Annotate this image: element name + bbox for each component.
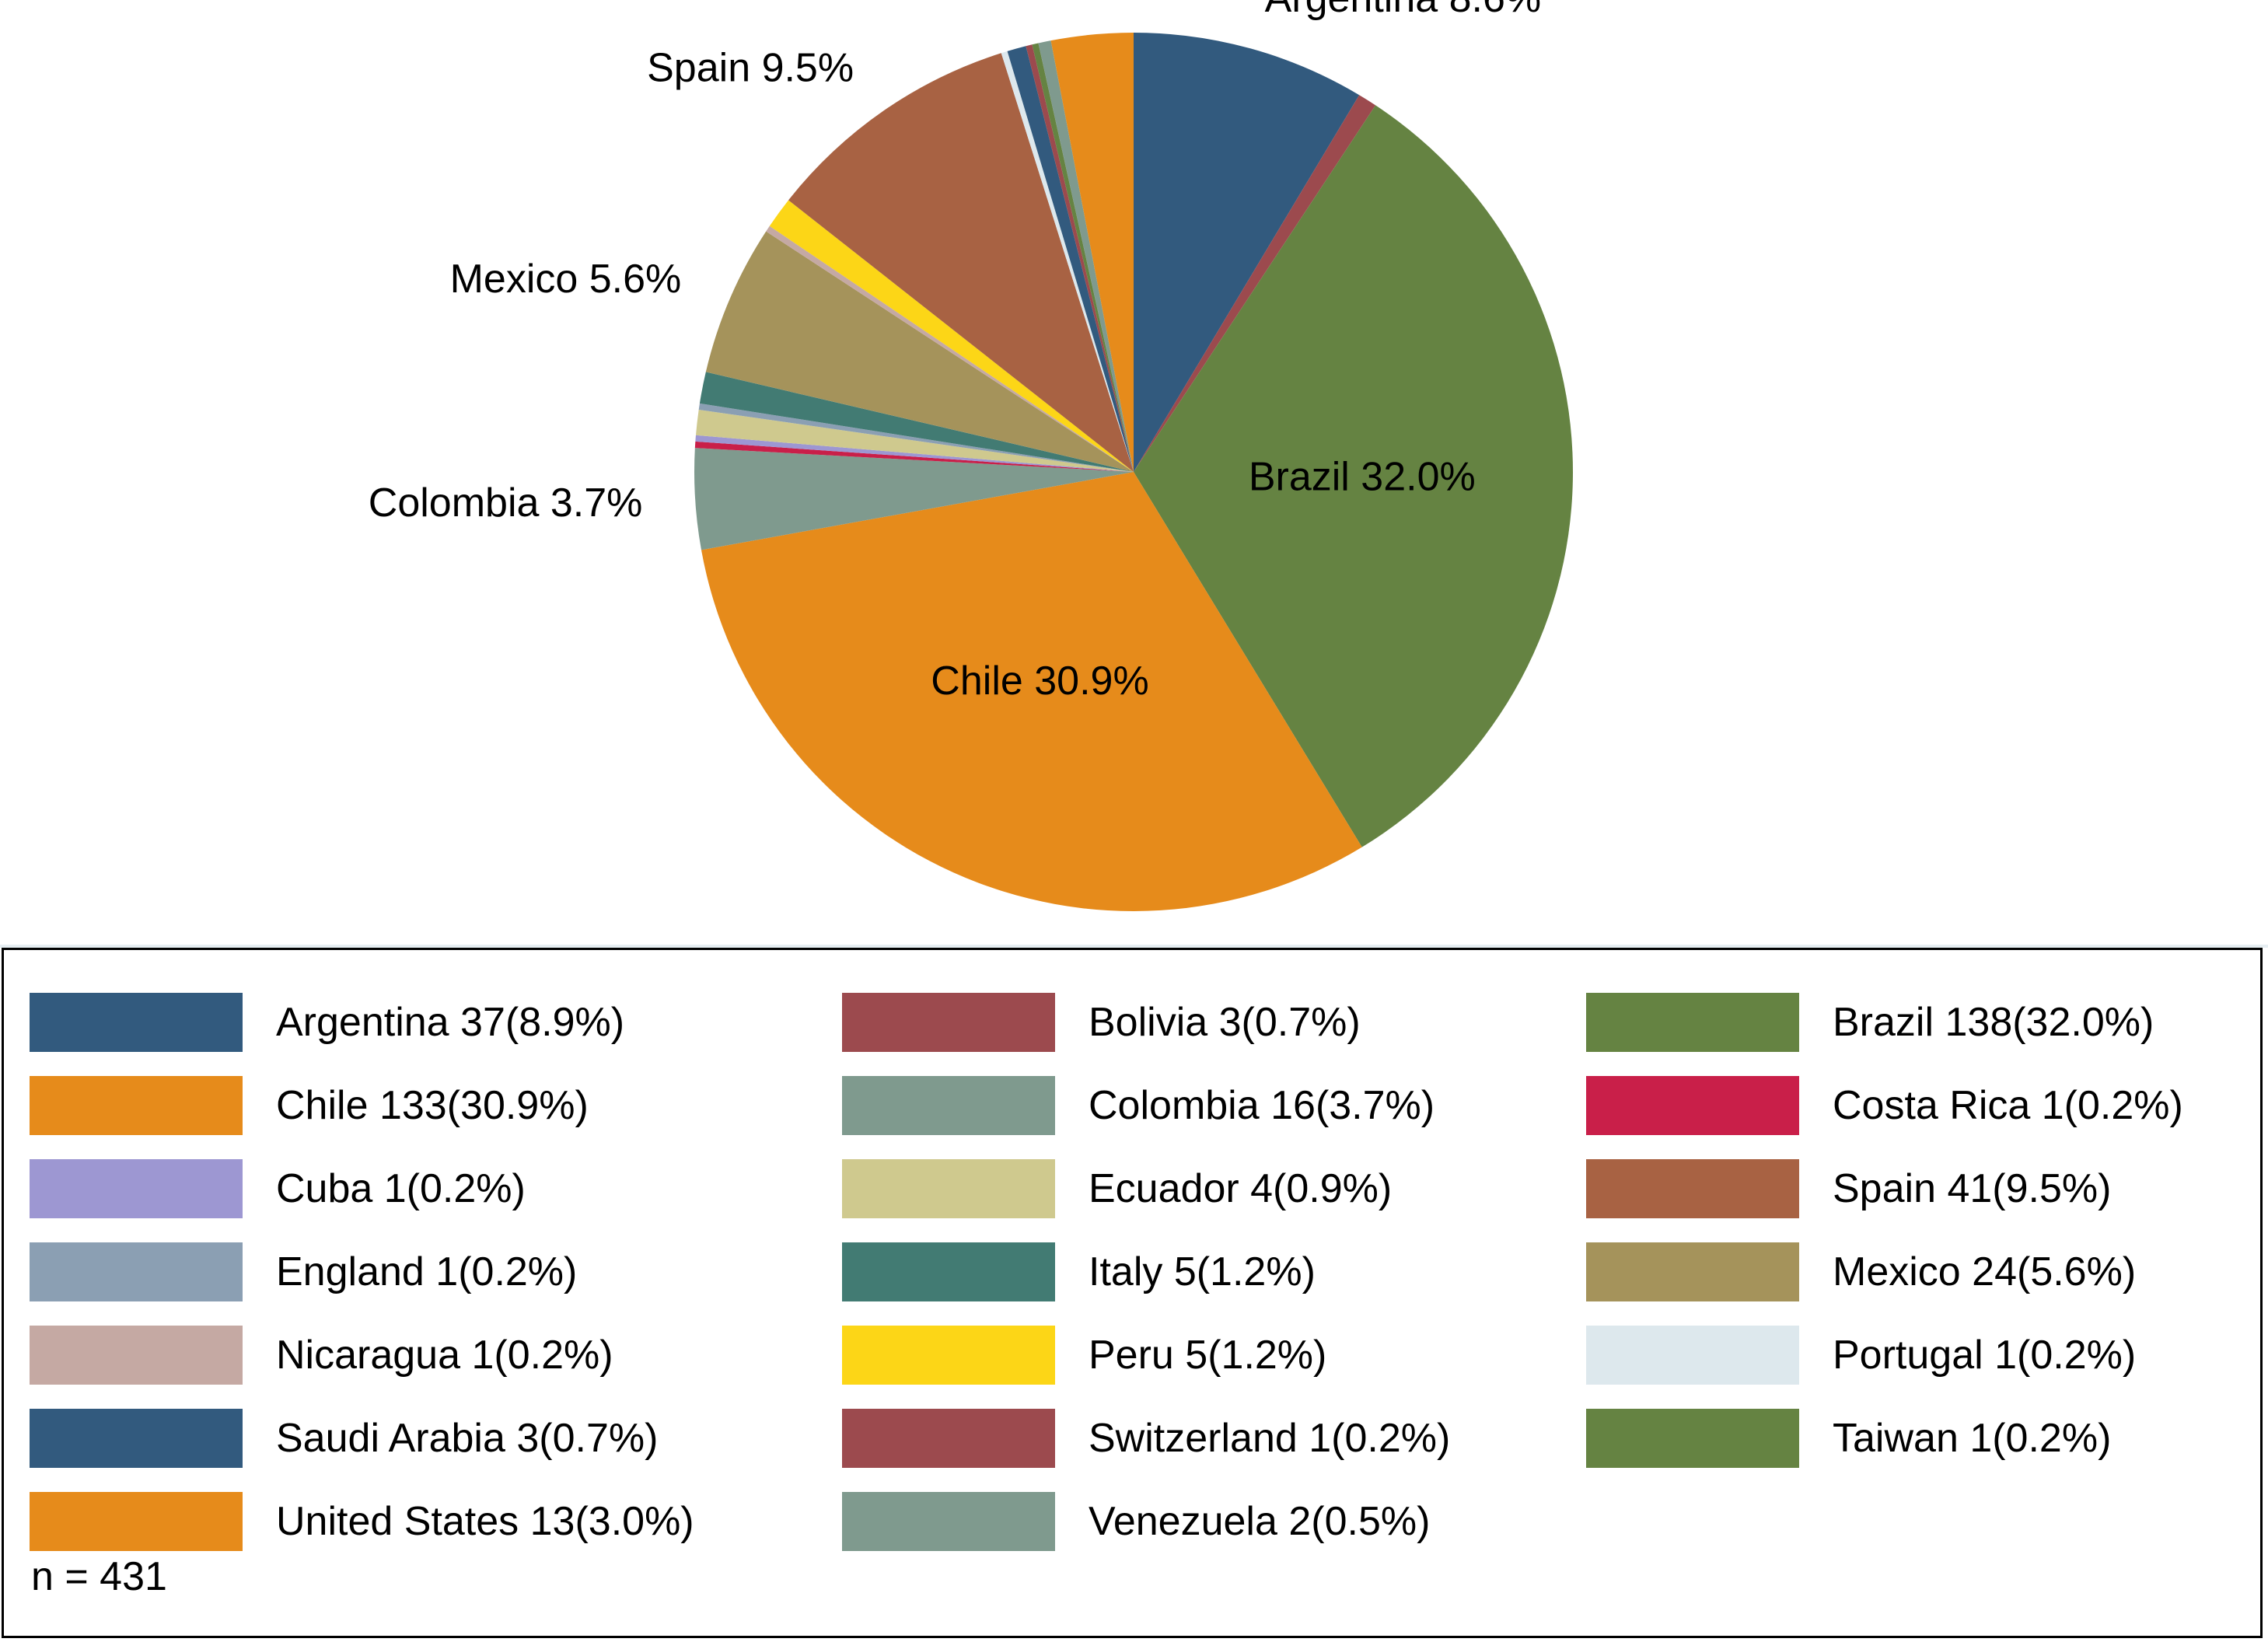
- legend-swatch: [30, 1076, 243, 1135]
- legend-label: Nicaragua 1(0.2%): [276, 1333, 613, 1378]
- pie-slice-nicaragua: [766, 225, 1134, 472]
- pie-slice-venezuela: [1038, 40, 1134, 473]
- legend-swatch: [842, 1159, 1055, 1218]
- legend-swatch: [842, 993, 1055, 1052]
- pie-slice-colombia: [694, 448, 1134, 550]
- legend-swatch: [30, 1326, 243, 1385]
- pie-slice-bolivia: [1134, 95, 1376, 472]
- pie-slice-peru: [769, 200, 1134, 472]
- legend-label: United States 13(3.0%): [276, 1499, 694, 1544]
- pie-slice-argentina: [1134, 33, 1360, 472]
- pie-chart-area: Argentina 8.6% Brazil 32.0% Chile 30.9% Col…: [369, 0, 1573, 911]
- legend-label: Mexico 24(5.6%): [1833, 1249, 2137, 1294]
- legend-swatch: [842, 1326, 1055, 1385]
- chart-legend-divider: [0, 945, 2268, 948]
- legend-swatch: [30, 1409, 243, 1468]
- legend-swatch: [1586, 1326, 1799, 1385]
- legend-label: Costa Rica 1(0.2%): [1833, 1083, 2183, 1128]
- legend-swatch: [30, 1242, 243, 1301]
- pie-label-chile: Chile 30.9%: [931, 659, 1148, 704]
- pie-label-united-states: United States 3.0%: [741, 0, 1087, 5]
- legend-label: Cuba 1(0.2%): [276, 1166, 526, 1211]
- pie-slice-chile: [701, 472, 1362, 911]
- legend-label: Brazil 138(32.0%): [1833, 1000, 2154, 1045]
- legend-swatch: [1586, 1242, 1799, 1301]
- pie-label-spain: Spain 9.5%: [647, 46, 854, 91]
- legend-label: Venezuela 2(0.5%): [1089, 1499, 1431, 1544]
- legend-swatch: [1586, 993, 1799, 1052]
- legend-label: Colombia 16(3.7%): [1089, 1083, 1435, 1128]
- pie-slice-portugal: [1001, 51, 1134, 473]
- pie-slice-mexico: [705, 231, 1134, 472]
- legend-label: Bolivia 3(0.7%): [1089, 1000, 1361, 1045]
- legend-label: Italy 5(1.2%): [1089, 1249, 1316, 1294]
- legend-label: Spain 41(9.5%): [1833, 1166, 2112, 1211]
- sample-size-label: n = 431: [31, 1554, 167, 1599]
- legend-swatch: [842, 1242, 1055, 1301]
- pie-slice-saudi-arabia: [1007, 46, 1134, 472]
- pie-slice-england: [698, 403, 1134, 472]
- pie-slice-united-states: [1050, 33, 1134, 472]
- legend-label: Ecuador 4(0.9%): [1089, 1166, 1393, 1211]
- legend-swatch: [1586, 1409, 1799, 1468]
- legend-label: Argentina 37(8.9%): [276, 1000, 625, 1045]
- pie-label-brazil: Brazil 32.0%: [1249, 454, 1476, 499]
- legend-swatch: [842, 1409, 1055, 1468]
- pie-label-mexico: Mexico 5.6%: [450, 257, 682, 302]
- legend-swatch: [1586, 1076, 1799, 1135]
- legend-swatch: [1586, 1159, 1799, 1218]
- legend-label: Taiwan 1(0.2%): [1833, 1416, 2112, 1461]
- pie-slice-taiwan: [1032, 43, 1134, 472]
- legend-swatch: [30, 1159, 243, 1218]
- pie-slice-cuba: [695, 435, 1134, 472]
- legend-label: Chile 133(30.9%): [276, 1083, 589, 1128]
- pie-chart: Argentina 8.6% Brazil 32.0% Chile 30.9% Col…: [369, 0, 1573, 911]
- pie-slice-italy: [699, 372, 1134, 472]
- legend-swatch: [30, 993, 243, 1052]
- legend-swatch: [842, 1492, 1055, 1551]
- pie-slice-brazil: [1134, 105, 1573, 847]
- pie-slice-labels: Argentina 8.6% Brazil 32.0% Chile 30.9% Col…: [369, 0, 1541, 704]
- legend-swatch: [842, 1076, 1055, 1135]
- pie-label-argentina: Argentina 8.6%: [1265, 0, 1542, 21]
- pie-slice-ecuador: [695, 409, 1134, 472]
- legend: Argentina 37(8.9%) Bolivia 3(0.7%) Brazil …: [2, 948, 2263, 1638]
- legend-label: England 1(0.2%): [276, 1249, 578, 1294]
- legend-label: Peru 5(1.2%): [1089, 1333, 1327, 1378]
- pie-label-colombia: Colombia 3.7%: [369, 480, 643, 526]
- pie-slice-spain: [788, 53, 1134, 472]
- legend-swatch: [30, 1492, 243, 1551]
- legend-label: Portugal 1(0.2%): [1833, 1333, 2137, 1378]
- legend-label: Switzerland 1(0.2%): [1089, 1416, 1451, 1461]
- pie-slices: [694, 33, 1573, 911]
- legend-label: Saudi Arabia 3(0.7%): [276, 1416, 659, 1461]
- pie-slice-costa-rica: [694, 441, 1134, 472]
- pie-slice-switzerland: [1026, 44, 1134, 473]
